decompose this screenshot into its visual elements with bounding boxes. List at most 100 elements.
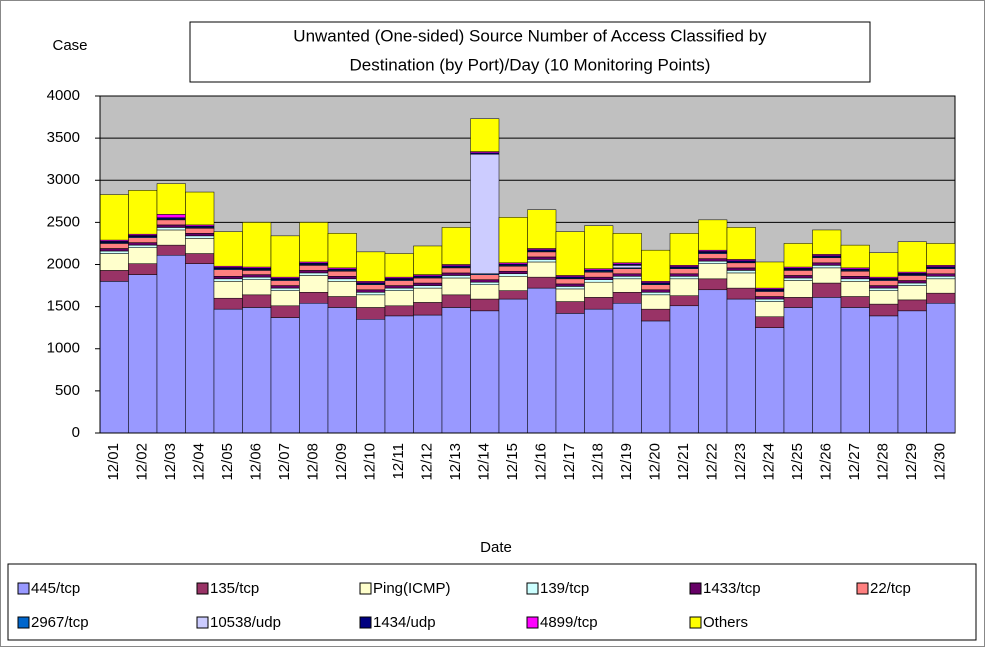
bar-segment	[441, 307, 471, 434]
x-tick-label: 12/19	[618, 443, 635, 481]
bar-segment	[498, 276, 528, 291]
bar-segment	[270, 317, 300, 434]
bar-segment	[441, 294, 471, 308]
bar-segment	[869, 303, 899, 317]
bar-segment	[755, 291, 785, 297]
bar-segment	[527, 209, 557, 249]
bar-segment	[413, 285, 443, 289]
bar-segment	[641, 284, 671, 291]
y-tick-label: 2500	[47, 213, 80, 230]
bar-segment	[270, 285, 300, 289]
bar-segment	[641, 292, 671, 296]
bar-segment	[527, 256, 557, 260]
bar-segment	[99, 270, 129, 282]
bar-segment	[185, 233, 215, 237]
bar-segment	[470, 298, 500, 312]
legend-swatch	[359, 616, 372, 629]
bar-segment	[726, 272, 756, 289]
legend-label: 4899/tcp	[540, 614, 598, 631]
bar-segment	[498, 217, 528, 264]
bar-segment	[413, 302, 443, 316]
bar-segment	[726, 298, 756, 434]
legend-label: 22/tcp	[870, 580, 911, 597]
bar-segment	[156, 224, 186, 228]
x-tick-label: 12/01	[105, 443, 122, 481]
bar-segment	[869, 315, 899, 434]
bar-segment	[299, 272, 329, 276]
x-tick-label: 12/06	[248, 443, 265, 481]
bar-segment	[669, 295, 699, 307]
bar-segment	[156, 254, 186, 434]
bar-segment	[99, 194, 129, 241]
bar-segment	[356, 307, 386, 320]
title-box	[189, 21, 871, 83]
bar-segment	[926, 278, 956, 294]
y-tick-label: 4000	[47, 87, 80, 104]
x-tick-label: 12/20	[647, 443, 664, 481]
bar-segment	[413, 277, 443, 284]
bar-segment	[128, 274, 158, 434]
bar-segment	[356, 284, 386, 291]
bar-segment	[213, 281, 243, 299]
x-tick-label: 12/27	[846, 443, 863, 481]
bar-segment	[413, 287, 443, 303]
x-tick-label: 12/16	[533, 443, 550, 481]
legend-label: 445/tcp	[31, 580, 80, 597]
bar-segment	[242, 222, 272, 268]
bar-segment	[555, 286, 585, 290]
bar-segment	[242, 279, 272, 296]
bar-segment	[384, 315, 414, 434]
bar-segment	[840, 296, 870, 308]
legend-swatch	[196, 582, 209, 595]
bar-segment	[128, 247, 158, 264]
bar-segment	[327, 296, 357, 308]
bar-segment	[185, 238, 215, 254]
x-tick-label: 12/04	[191, 443, 208, 481]
bar-segment	[698, 253, 728, 259]
bar-segment	[755, 327, 785, 434]
bar-segment	[783, 277, 813, 281]
bar-segment	[99, 253, 129, 271]
bar-segment	[641, 320, 671, 434]
legend-label: 139/tcp	[540, 580, 589, 597]
bar-segment	[869, 285, 899, 289]
bar-segment	[669, 268, 699, 275]
bar-segment	[299, 303, 329, 434]
bar-segment	[555, 313, 585, 434]
x-tick-label: 12/12	[419, 443, 436, 481]
y-tick-label: 500	[55, 382, 80, 399]
bar-segment	[156, 214, 186, 218]
bar-segment	[242, 276, 272, 280]
bar-segment	[812, 297, 842, 434]
legend-swatch	[196, 616, 209, 629]
x-tick-label: 12/13	[447, 443, 464, 481]
bar-segment	[555, 301, 585, 314]
bar-segment	[612, 233, 642, 264]
bar-segment	[413, 314, 443, 434]
y-tick-label: 3500	[47, 129, 80, 146]
bar-segment	[926, 268, 956, 275]
bar-segment	[470, 281, 500, 285]
bar-segment	[897, 282, 927, 286]
bar-segment	[384, 285, 414, 289]
bar-segment	[441, 227, 471, 265]
chart-title: Destination (by Port)/Day (10 Monitoring…	[350, 55, 711, 74]
y-tick-label: 1500	[47, 298, 80, 315]
legend-swatch	[689, 616, 702, 629]
bar-segment	[356, 289, 386, 293]
bar-segment	[840, 270, 870, 277]
x-tick-label: 12/23	[732, 443, 749, 481]
bar-segment	[213, 269, 243, 277]
legend-label: 2967/tcp	[31, 614, 89, 631]
bar-segment	[498, 273, 528, 277]
bar-segment	[840, 307, 870, 434]
bar-segment	[128, 242, 158, 246]
x-tick-label: 12/18	[590, 443, 607, 481]
bar-segment	[299, 222, 329, 263]
bar-segment	[726, 227, 756, 260]
bar-segment	[783, 275, 813, 279]
bar-segment	[498, 298, 528, 434]
bar-segment	[213, 276, 243, 280]
bar-segment	[413, 245, 443, 275]
chart-title: Unwanted (One-sided) Source Number of Ac…	[293, 26, 767, 45]
